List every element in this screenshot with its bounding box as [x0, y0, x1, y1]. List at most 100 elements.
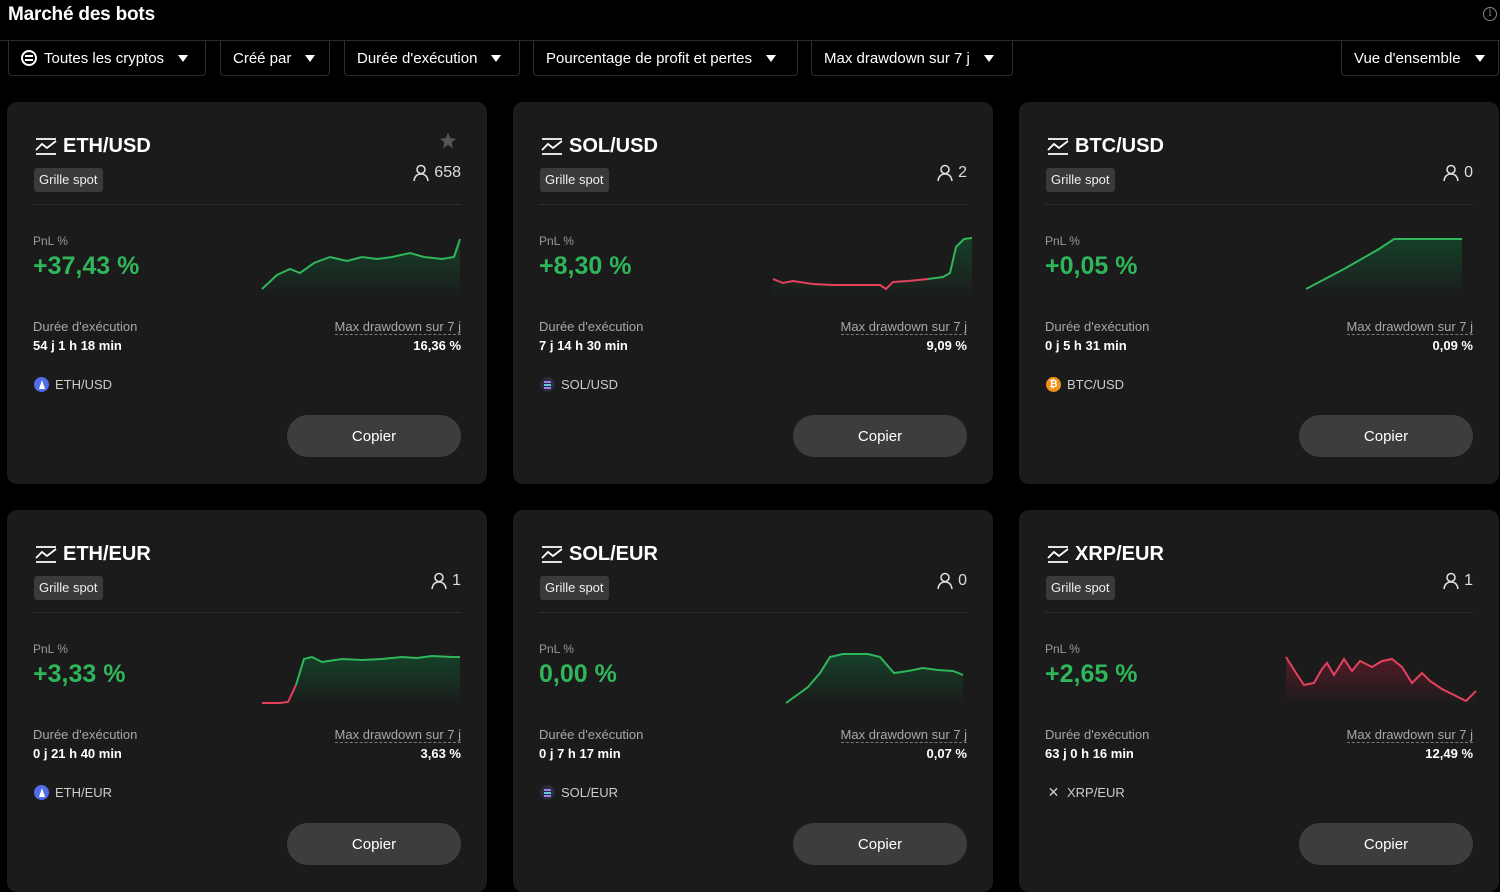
duration-label: Durée d'exécution: [1045, 319, 1150, 334]
user-icon: [937, 164, 953, 182]
chevron-down-icon: [1474, 54, 1485, 62]
view-select-label: Vue d'ensemble: [1354, 49, 1461, 67]
max-drawdown-value: 9,09 %: [926, 338, 967, 353]
max-drawdown-value: 3,63 %: [420, 746, 461, 761]
bot-type-badge: Grille spot: [1046, 168, 1115, 192]
copy-button[interactable]: Copier: [287, 823, 461, 865]
asset-pair: SOL/EUR: [540, 785, 618, 800]
pnl-sparkline: [785, 653, 964, 705]
pnl-label: PnL %: [539, 642, 574, 656]
solana-icon: [540, 785, 561, 800]
users-count-value: 658: [434, 164, 461, 181]
duration-value: 0 j 5 h 31 min: [1045, 338, 1127, 353]
max-drawdown-label[interactable]: Max drawdown sur 7 j: [1346, 727, 1473, 743]
copy-button[interactable]: Copier: [1299, 415, 1473, 457]
duration-label: Durée d'exécution: [539, 319, 644, 334]
filter-label: Créé par: [233, 49, 292, 67]
users-count-value: 2: [958, 164, 967, 181]
asset-pair: SOL/USD: [540, 377, 618, 392]
filter-pnl[interactable]: Pourcentage de profit et pertes: [533, 41, 798, 76]
pair-title: BTC/USD: [1075, 135, 1164, 157]
solana-icon: [540, 377, 561, 392]
user-icon: [937, 572, 953, 590]
users-count-value: 1: [452, 572, 461, 589]
asset-pair-label: XRP/EUR: [1067, 785, 1125, 800]
max-drawdown-label[interactable]: Max drawdown sur 7 j: [840, 727, 967, 743]
chevron-down-icon: [305, 54, 316, 62]
ethereum-icon: [34, 785, 55, 800]
bot-card[interactable]: SOL/USD Grille spot 2 PnL % +8,30 % Duré…: [513, 102, 993, 484]
pnl-sparkline: [1305, 238, 1462, 297]
filter-max-drawdown[interactable]: Max drawdown sur 7 j: [811, 41, 1013, 76]
bot-card[interactable]: XRP/EUR Grille spot 1 PnL % +2,65 % Duré…: [1019, 510, 1499, 892]
max-drawdown-value: 16,36 %: [413, 338, 461, 353]
duration-value: 54 j 1 h 18 min: [33, 338, 122, 353]
bot-card[interactable]: SOL/EUR Grille spot 0 PnL % 0,00 % Durée…: [513, 510, 993, 892]
asset-pair: ETH/USD: [34, 377, 112, 392]
chevron-down-icon: [983, 54, 994, 62]
divider: [539, 612, 967, 613]
copy-button[interactable]: Copier: [1299, 823, 1473, 865]
max-drawdown-label[interactable]: Max drawdown sur 7 j: [1346, 319, 1473, 335]
filter-label: Max drawdown sur 7 j: [824, 49, 970, 67]
pair-title: SOL/EUR: [569, 543, 658, 565]
max-drawdown-label[interactable]: Max drawdown sur 7 j: [334, 319, 461, 335]
users-count-value: 0: [958, 572, 967, 589]
asset-pair-label: BTC/USD: [1067, 377, 1125, 392]
pnl-label: PnL %: [1045, 234, 1080, 248]
bot-card[interactable]: BTC/USD Grille spot 0 PnL % +0,05 % Duré…: [1019, 102, 1499, 484]
pnl-value: +37,43 %: [33, 252, 140, 280]
duration-value: 7 j 14 h 30 min: [539, 338, 628, 353]
bot-type-badge: Grille spot: [34, 576, 103, 600]
copy-button[interactable]: Copier: [793, 415, 967, 457]
ethereum-icon: [34, 377, 55, 392]
star-icon[interactable]: [439, 132, 457, 150]
filter-label: Durée d'exécution: [357, 49, 478, 67]
duration-label: Durée d'exécution: [1045, 727, 1150, 742]
copy-button[interactable]: Copier: [793, 823, 967, 865]
filter-label: Toutes les cryptos: [44, 49, 165, 67]
pair-title: XRP/EUR: [1075, 543, 1164, 565]
divider: [1045, 612, 1473, 613]
xrp-icon: ✕: [1047, 784, 1060, 800]
grid-bot-icon: [1047, 546, 1069, 563]
pnl-sparkline: [772, 237, 973, 297]
user-icon: [413, 164, 430, 182]
users-count: 2: [936, 164, 967, 182]
users-count: 0: [936, 572, 967, 590]
info-icon[interactable]: i: [1483, 7, 1497, 21]
divider: [33, 204, 461, 205]
asset-pair-label: SOL/EUR: [561, 785, 619, 800]
users-count: 1: [1442, 572, 1473, 590]
pnl-sparkline: [261, 238, 461, 297]
asset-pair: ETH/EUR: [34, 785, 112, 800]
bot-card[interactable]: ETH/EUR Grille spot 1 PnL % +3,33 % Duré…: [7, 510, 487, 892]
duration-label: Durée d'exécution: [33, 319, 138, 334]
filter-created-by[interactable]: Créé par: [220, 41, 330, 76]
asset-pair: ✕ XRP/EUR: [1046, 784, 1125, 801]
pnl-label: PnL %: [1045, 642, 1080, 656]
filter-label: Pourcentage de profit et pertes: [546, 49, 752, 67]
crypto-coins-icon: [21, 50, 37, 66]
max-drawdown-label[interactable]: Max drawdown sur 7 j: [840, 319, 967, 335]
pnl-value: +3,33 %: [33, 660, 126, 688]
filter-duration[interactable]: Durée d'exécution: [344, 41, 520, 76]
pair-title: SOL/USD: [569, 135, 658, 157]
bot-card[interactable]: ETH/USD Grille spot 658 PnL % +37,43 % D…: [7, 102, 487, 484]
pair-title: ETH/EUR: [63, 543, 151, 565]
pnl-label: PnL %: [33, 642, 68, 656]
max-drawdown-value: 0,07 %: [926, 746, 967, 761]
users-count: 0: [1442, 164, 1473, 182]
duration-value: 0 j 21 h 40 min: [33, 746, 122, 761]
filter-all-cryptos[interactable]: Toutes les cryptos: [8, 41, 206, 76]
view-select[interactable]: Vue d'ensemble: [1341, 41, 1499, 76]
users-count: 1: [430, 572, 461, 590]
duration-value: 0 j 7 h 17 min: [539, 746, 621, 761]
chevron-down-icon: [765, 54, 776, 62]
copy-button[interactable]: Copier: [287, 415, 461, 457]
pnl-value: +0,05 %: [1045, 252, 1138, 280]
bot-type-badge: Grille spot: [540, 576, 609, 600]
chevron-down-icon: [178, 54, 189, 62]
max-drawdown-label[interactable]: Max drawdown sur 7 j: [334, 727, 461, 743]
users-count: 658: [412, 164, 461, 182]
